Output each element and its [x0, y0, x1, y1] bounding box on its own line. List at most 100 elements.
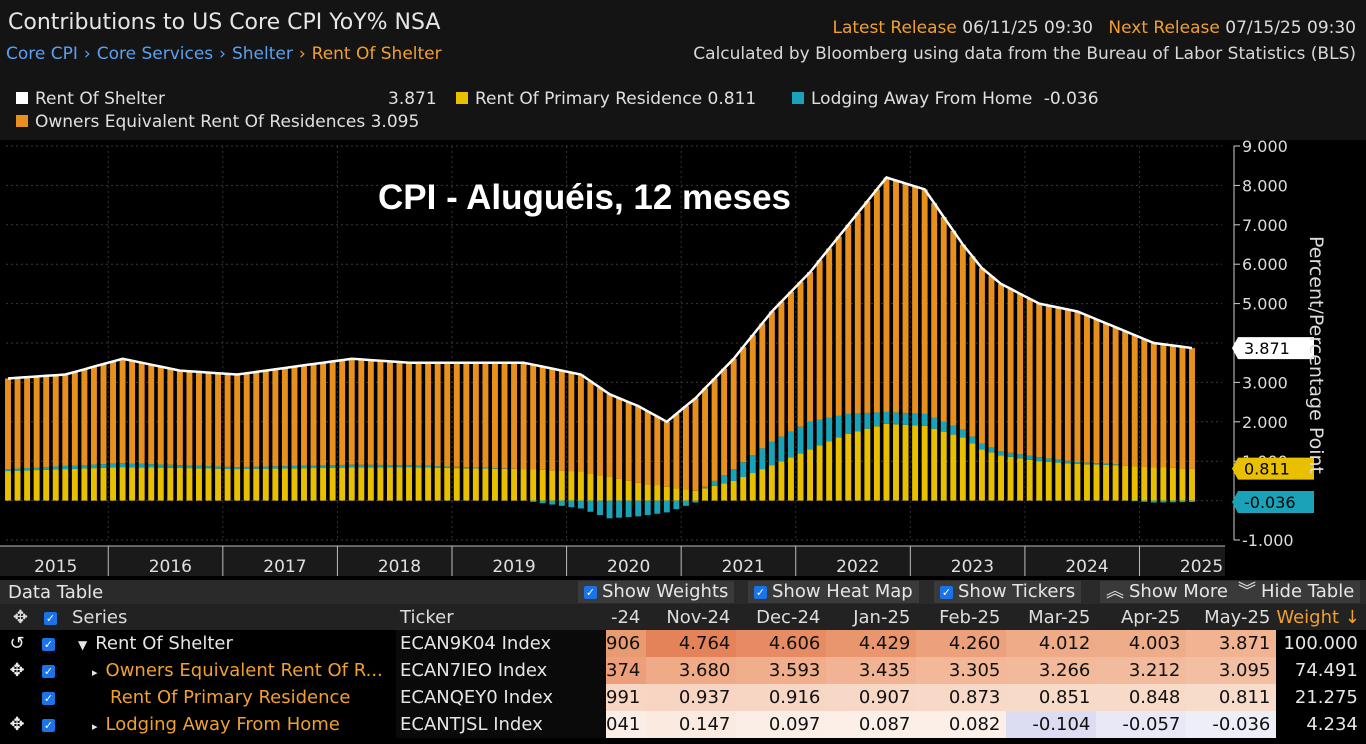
column-header-date[interactable]: Jan-25 — [826, 604, 917, 630]
ticker-cell[interactable]: ECAN9K04 Index — [396, 630, 606, 657]
bar-lodging — [157, 464, 164, 468]
bar-oer — [587, 381, 594, 474]
table-row[interactable]: ✓ Rent Of Primary Residence ECANQEY0 Ind… — [0, 684, 1366, 711]
bar-oer — [663, 421, 670, 487]
row-checkbox[interactable]: ✓ — [34, 657, 68, 684]
bar-primary-residence — [730, 480, 737, 501]
breadcrumb-shelter[interactable]: Shelter — [231, 44, 293, 64]
bar-oer — [606, 394, 613, 477]
breadcrumb-core-services[interactable]: Core Services — [96, 44, 214, 64]
bar-oer — [444, 362, 451, 467]
legend-item-lodging[interactable]: Lodging Away From Home -0.036 — [792, 89, 1099, 109]
bar-lodging — [281, 466, 288, 469]
column-header-date[interactable]: Feb-25 — [916, 604, 1007, 630]
bar-primary-residence — [893, 424, 899, 501]
bar-primary-residence — [377, 467, 384, 501]
ticker-cell[interactable]: ECAN7IEO Index — [396, 657, 606, 684]
bar-oer — [463, 362, 470, 468]
bar-primary-residence — [845, 433, 852, 501]
show-heat-map-button[interactable]: ✓ Show Heat Map — [748, 581, 919, 603]
bar-oer — [434, 362, 441, 467]
breadcrumb-core-cpi[interactable]: Core CPI — [6, 44, 78, 64]
column-header-date[interactable]: Dec-24 — [736, 604, 827, 630]
row-checkbox[interactable]: ✓ — [34, 630, 68, 657]
bar-oer — [749, 335, 756, 456]
bar-lodging — [1103, 463, 1110, 465]
legend-value: 0.811 — [707, 89, 757, 109]
column-header-date[interactable]: Mar-25 — [1006, 604, 1097, 630]
ticker-cell[interactable]: ECANTJSL Index — [396, 711, 606, 738]
column-header-series[interactable]: Series — [68, 604, 396, 630]
bar-lodging — [740, 462, 747, 477]
undo-icon[interactable]: ↺ — [0, 630, 34, 657]
legend-item-oer[interactable]: Owners Equivalent Rent Of Residences 3.0… — [16, 112, 419, 132]
value-cell: 3.266 — [1006, 657, 1097, 684]
bar-oer — [186, 371, 193, 466]
row-checkbox[interactable]: ✓ — [34, 684, 68, 711]
bar-oer — [902, 183, 909, 413]
column-header-date[interactable]: -24 — [606, 604, 647, 630]
show-more-label: Show More — [1129, 581, 1228, 602]
series-name[interactable]: ▸ Owners Equivalent Rent Of R... — [68, 657, 396, 684]
move-icon[interactable]: ✥ — [0, 657, 34, 684]
show-weights-label: Show Weights — [602, 581, 729, 602]
bar-primary-residence — [597, 475, 603, 501]
bar-primary-residence — [52, 469, 59, 501]
bar-primary-residence — [196, 468, 202, 501]
bar-oer — [845, 224, 852, 414]
column-header-date[interactable]: May-25 — [1186, 604, 1277, 630]
table-row[interactable]: ✥ ✓ ▸ Lodging Away From Home ECANTJSL Ind… — [0, 711, 1366, 738]
bar-lodging — [71, 465, 78, 469]
show-weights-button[interactable]: ✓ Show Weights — [578, 581, 735, 603]
bar-lodging — [14, 468, 21, 471]
move-icon[interactable]: ✥ — [0, 711, 34, 738]
latest-release-label: Latest Release — [832, 18, 957, 38]
bar-lodging — [348, 464, 355, 468]
bar-primary-residence — [969, 443, 976, 501]
chart-area[interactable]: 9.0008.0007.0006.0005.0004.0003.0002.000… — [0, 137, 1366, 578]
bar-lodging — [138, 463, 145, 468]
ticker-cell[interactable]: ECANQEY0 Index — [396, 684, 606, 711]
bar-lodging — [81, 465, 88, 469]
bar-primary-residence — [1179, 468, 1186, 501]
x-tick-label: 2017 — [263, 557, 306, 577]
table-row[interactable]: ✥ ✓ ▸ Owners Equivalent Rent Of R... ECAN… — [0, 657, 1366, 684]
value-cell: 3.212 — [1096, 657, 1187, 684]
column-header-date[interactable]: Nov-24 — [646, 604, 737, 630]
show-tickers-button[interactable]: ✓ Show Tickers — [934, 581, 1082, 603]
bar-primary-residence — [988, 452, 995, 501]
legend-item-rent-of-shelter[interactable]: Rent Of Shelter — [16, 89, 165, 109]
bar-lodging — [129, 463, 136, 468]
bar-oer — [635, 406, 642, 483]
bar-primary-residence — [329, 467, 336, 501]
column-header-date[interactable]: Apr-25 — [1096, 604, 1187, 630]
legend-item-primary-residence[interactable]: Rent Of Primary Residence 0.811 — [456, 89, 756, 109]
row-checkbox[interactable]: ✓ — [34, 711, 68, 738]
gear-icon[interactable]: ✥ — [0, 604, 34, 630]
bar-oer — [119, 358, 126, 464]
series-name[interactable]: Rent Of Primary Residence — [68, 684, 396, 711]
column-header-weight[interactable]: Weight ↓ — [1276, 604, 1366, 630]
bar-lodging — [711, 480, 718, 486]
table-row[interactable]: ↺ ✓ ▼ Rent Of Shelter ECAN9K04 Index 906 … — [0, 630, 1366, 657]
bar-primary-residence — [511, 468, 518, 501]
bar-oer — [310, 364, 317, 466]
bar-oer — [1150, 343, 1157, 468]
bar-lodging — [644, 500, 651, 516]
bar-lodging — [635, 500, 642, 517]
bar-oer — [234, 374, 241, 468]
bar-oer — [1093, 319, 1100, 464]
bar-oer — [835, 236, 842, 416]
legend-swatch — [16, 115, 28, 127]
select-all-checkbox[interactable]: ✓ — [34, 604, 68, 630]
series-name[interactable]: ▼ Rent Of Shelter — [68, 630, 396, 657]
show-more-button[interactable]: ︽ Show More — [1100, 581, 1234, 603]
bar-oer — [492, 362, 498, 469]
column-header-ticker[interactable]: Ticker — [396, 604, 606, 630]
series-name[interactable]: ▸ Lodging Away From Home — [68, 711, 396, 738]
bar-oer — [530, 364, 537, 470]
hide-table-button[interactable]: ︾ Hide Table — [1232, 581, 1361, 603]
value-cell: 0.873 — [916, 684, 1007, 711]
bar-oer — [1084, 315, 1090, 463]
bar-oer — [406, 362, 412, 466]
